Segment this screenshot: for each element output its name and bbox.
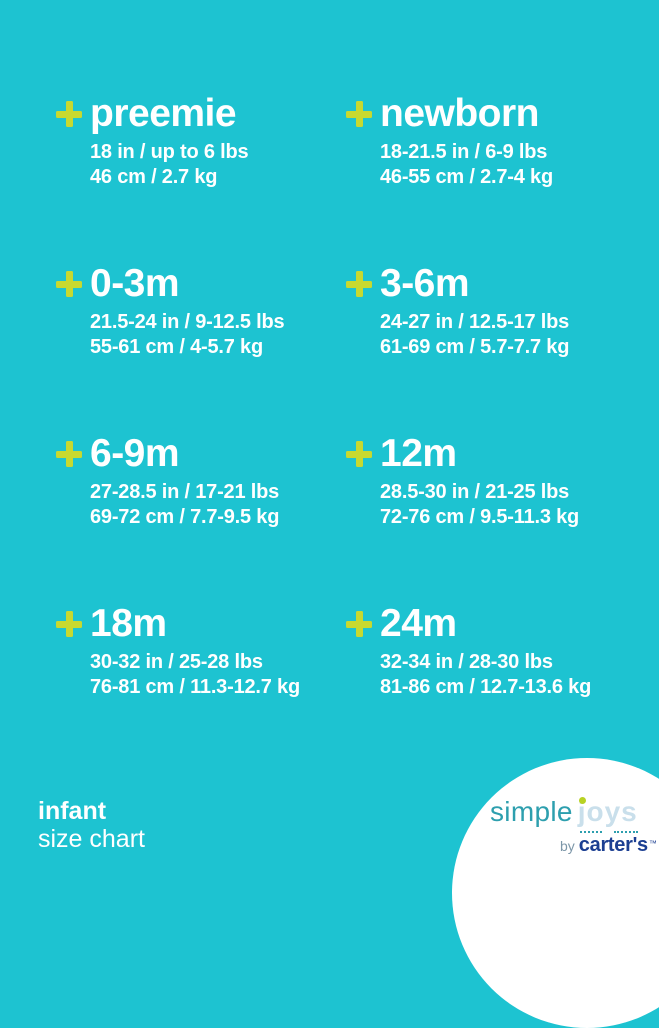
dotted-underline-icon bbox=[613, 831, 638, 833]
size-details: 24-27 in / 12.5-17 lbs 61-69 cm / 5.7-7.… bbox=[380, 310, 591, 360]
logo-carters-text: carter's bbox=[578, 834, 648, 856]
brand-logo-circle: simple joys by carter's ™ bbox=[452, 758, 659, 1028]
size-cell-24m: 24m 32-34 in / 28-30 lbs 81-86 cm / 12.7… bbox=[346, 602, 591, 772]
size-label: 0-3m bbox=[90, 262, 180, 305]
logo-j-dot-icon bbox=[578, 797, 586, 804]
logo-by-text: by bbox=[560, 838, 575, 854]
brand-logo-wordmark: simple joys bbox=[490, 796, 638, 833]
plus-icon bbox=[346, 611, 372, 637]
footer-subtitle: size chart bbox=[38, 825, 145, 853]
size-cell-header: 24m bbox=[346, 602, 591, 646]
size-label: preemie bbox=[90, 92, 237, 135]
size-metric: 55-61 cm / 4-5.7 kg bbox=[90, 336, 263, 358]
plus-icon bbox=[56, 271, 82, 297]
size-details: 32-34 in / 28-30 lbs 81-86 cm / 12.7-13.… bbox=[380, 650, 591, 700]
size-cell-header: 18m bbox=[56, 602, 346, 646]
size-metric: 76-81 cm / 11.3-12.7 kg bbox=[90, 676, 300, 698]
size-details: 18-21.5 in / 6-9 lbs 46-55 cm / 2.7-4 kg bbox=[380, 140, 591, 190]
size-cell-6-9m: 6-9m 27-28.5 in / 17-21 lbs 69-72 cm / 7… bbox=[56, 432, 346, 602]
footer: infant size chart bbox=[38, 797, 145, 853]
size-cell-header: preemie bbox=[56, 92, 346, 136]
size-imperial: 32-34 in / 28-30 lbs bbox=[380, 651, 553, 673]
size-cell-header: 6-9m bbox=[56, 432, 346, 476]
size-metric: 72-76 cm / 9.5-11.3 kg bbox=[380, 506, 580, 528]
size-label: 12m bbox=[380, 432, 457, 475]
trademark-symbol: ™ bbox=[648, 839, 657, 848]
size-label: 6-9m bbox=[90, 432, 180, 475]
plus-icon bbox=[56, 441, 82, 467]
size-imperial: 30-32 in / 25-28 lbs bbox=[90, 651, 263, 673]
size-imperial: 21.5-24 in / 9-12.5 lbs bbox=[90, 311, 285, 333]
plus-icon bbox=[346, 101, 372, 127]
size-imperial: 18-21.5 in / 6-9 lbs bbox=[380, 141, 548, 163]
plus-icon bbox=[346, 441, 372, 467]
size-label: newborn bbox=[380, 92, 540, 135]
plus-icon bbox=[56, 611, 82, 637]
size-cell-header: 3-6m bbox=[346, 262, 591, 306]
size-label: 3-6m bbox=[380, 262, 470, 305]
size-metric: 81-86 cm / 12.7-13.6 kg bbox=[380, 676, 592, 698]
size-cell-0-3m: 0-3m 21.5-24 in / 9-12.5 lbs 55-61 cm / … bbox=[56, 262, 346, 432]
footer-category: infant bbox=[38, 797, 107, 825]
size-details: 30-32 in / 25-28 lbs 76-81 cm / 11.3-12.… bbox=[90, 650, 346, 700]
logo-joys-text: joys bbox=[577, 796, 638, 833]
size-imperial: 28.5-30 in / 21-25 lbs bbox=[380, 481, 570, 503]
brand-logo-byline: by carter's ™ bbox=[560, 834, 657, 857]
size-label: 18m bbox=[90, 602, 167, 645]
size-details: 21.5-24 in / 9-12.5 lbs 55-61 cm / 4-5.7… bbox=[90, 310, 346, 360]
plus-icon bbox=[56, 101, 82, 127]
size-cell-18m: 18m 30-32 in / 25-28 lbs 76-81 cm / 11.3… bbox=[56, 602, 346, 772]
size-cell-header: 12m bbox=[346, 432, 591, 476]
dotted-underline-icon bbox=[579, 831, 602, 833]
size-cell-header: newborn bbox=[346, 92, 591, 136]
size-cell-3-6m: 3-6m 24-27 in / 12.5-17 lbs 61-69 cm / 5… bbox=[346, 262, 591, 432]
plus-icon bbox=[346, 271, 372, 297]
logo-joys-label: joys bbox=[577, 796, 638, 827]
size-cell-12m: 12m 28.5-30 in / 21-25 lbs 72-76 cm / 9.… bbox=[346, 432, 591, 602]
size-details: 18 in / up to 6 lbs 46 cm / 2.7 kg bbox=[90, 140, 346, 190]
size-chart-page: { "page": { "colors": { "background": "#… bbox=[38, 92, 659, 1028]
size-cell-preemie: preemie 18 in / up to 6 lbs 46 cm / 2.7 … bbox=[56, 92, 346, 262]
size-metric: 69-72 cm / 7.7-9.5 kg bbox=[90, 506, 280, 528]
size-details: 27-28.5 in / 17-21 lbs 69-72 cm / 7.7-9.… bbox=[90, 480, 346, 530]
size-metric: 46 cm / 2.7 kg bbox=[90, 166, 218, 188]
size-cell-header: 0-3m bbox=[56, 262, 346, 306]
size-details: 28.5-30 in / 21-25 lbs 72-76 cm / 9.5-11… bbox=[380, 480, 591, 530]
size-imperial: 24-27 in / 12.5-17 lbs bbox=[380, 311, 570, 333]
size-imperial: 18 in / up to 6 lbs bbox=[90, 141, 249, 163]
size-label: 24m bbox=[380, 602, 457, 645]
size-imperial: 27-28.5 in / 17-21 lbs bbox=[90, 481, 280, 503]
size-metric: 61-69 cm / 5.7-7.7 kg bbox=[380, 336, 570, 358]
size-cell-newborn: newborn 18-21.5 in / 6-9 lbs 46-55 cm / … bbox=[346, 92, 591, 262]
logo-simple-text: simple bbox=[490, 796, 573, 827]
size-metric: 46-55 cm / 2.7-4 kg bbox=[380, 166, 553, 188]
size-grid: preemie 18 in / up to 6 lbs 46 cm / 2.7 … bbox=[56, 92, 591, 772]
